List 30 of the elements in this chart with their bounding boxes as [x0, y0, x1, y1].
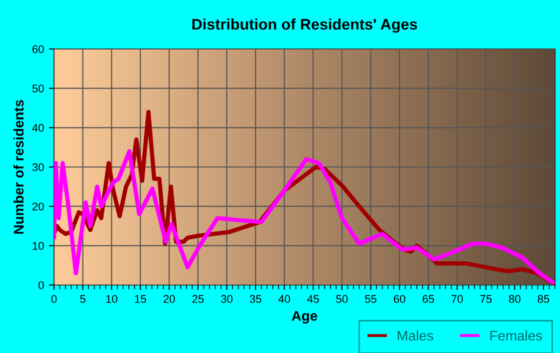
y-tick-label: 40 [32, 124, 44, 132]
x-tick-label: 70 [451, 295, 463, 303]
legend-label: Females [490, 330, 542, 341]
x-tick-label: 0 [51, 295, 57, 303]
y-tick-label: 10 [32, 242, 44, 250]
x-tick-label: 20 [164, 295, 175, 303]
x-tick-label: 55 [364, 295, 376, 303]
x-tick-label: 30 [221, 295, 233, 303]
x-tick-label: 40 [278, 295, 290, 303]
x-tick-label: 80 [508, 295, 520, 303]
y-axis-title: Number of residents [13, 100, 24, 234]
x-tick-label: 50 [336, 295, 348, 303]
legend-label: Males [398, 330, 434, 341]
y-tick-label: 60 [32, 45, 44, 54]
x-axis-title: Age [292, 311, 318, 324]
x-tick-label: 65 [422, 295, 434, 303]
y-tick-label: 50 [32, 84, 44, 92]
x-tick-label: 25 [192, 295, 204, 303]
y-tick-label: 0 [38, 281, 44, 290]
y-tick-label: 30 [32, 163, 44, 172]
x-tick-label: 60 [394, 295, 406, 303]
chart-title: Distribution of Residents' Ages [192, 18, 418, 33]
x-tick-label: 45 [307, 295, 319, 303]
y-tick-label: 20 [32, 202, 44, 210]
x-tick-label: 15 [135, 295, 146, 303]
x-tick-label: 35 [250, 295, 262, 303]
x-tick-label: 75 [480, 295, 492, 303]
x-tick-label: 5 [80, 295, 86, 303]
x-tick-label: 10 [106, 295, 118, 303]
x-tick-label: 85 [538, 295, 550, 303]
